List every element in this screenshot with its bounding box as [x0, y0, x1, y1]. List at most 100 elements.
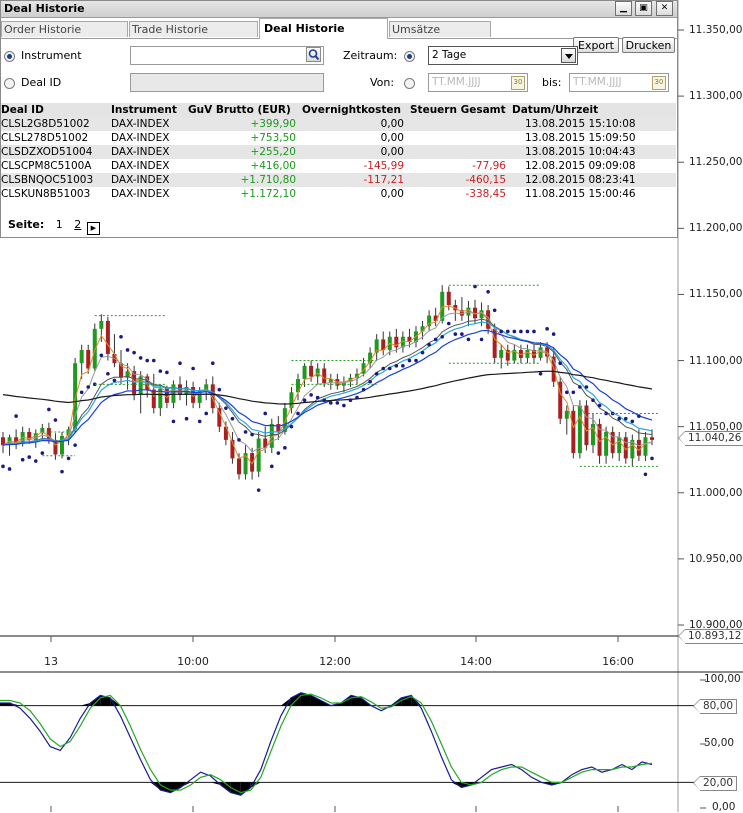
- sar-dot: [151, 358, 156, 363]
- bear-candle: [492, 328, 497, 358]
- table-header: Deal ID Instrument GuV Brutto (EUR) Over…: [1, 103, 676, 117]
- sar-dot: [348, 398, 353, 403]
- sar-dot: [178, 361, 182, 366]
- deal-id-radio[interactable]: [4, 78, 15, 89]
- column-header[interactable]: Datum/Uhrzeit: [512, 103, 676, 117]
- von-date-input[interactable]: TT.MM.JJJJ 30: [428, 73, 528, 92]
- bear-candle: [532, 349, 536, 358]
- instrument-cell: DAX-INDEX: [111, 173, 188, 187]
- column-header[interactable]: Overnightkosten: [302, 103, 410, 117]
- bis-label: bis:: [542, 76, 562, 89]
- sar-dot: [145, 358, 150, 363]
- print-button[interactable]: Drucken: [622, 37, 675, 53]
- zeitraum-value: 2 Tage: [432, 49, 467, 61]
- column-header[interactable]: GuV Brutto (EUR): [188, 103, 302, 117]
- zeitraum-radio[interactable]: [404, 51, 415, 62]
- bear-candle: [584, 405, 589, 446]
- bear-candle: [623, 437, 628, 459]
- bis-date-input[interactable]: TT.MM.JJJJ 30: [569, 73, 669, 92]
- bear-candle: [237, 458, 241, 475]
- sar-dot: [591, 398, 595, 403]
- sar-dot: [499, 329, 504, 334]
- datum-cell: 12.08.2015 08:23:41: [512, 173, 676, 187]
- page-1-link[interactable]: 1: [55, 218, 63, 231]
- column-header[interactable]: Steuern Gesamt: [410, 103, 512, 117]
- next-page-icon[interactable]: ▶: [86, 222, 100, 235]
- sar-dot: [466, 337, 471, 342]
- deal-id-input[interactable]: [130, 73, 324, 92]
- bear-candle: [230, 439, 235, 459]
- sar-dot: [263, 411, 268, 416]
- sar-dot: [283, 446, 287, 450]
- ma-black-line: [2, 370, 653, 405]
- bull-candle: [440, 291, 445, 321]
- bear-candle: [46, 427, 51, 440]
- price-tick-label: 10.950,00: [689, 552, 743, 565]
- table-row[interactable]: CLSKUN8B51003 DAX-INDEX +1.172,10 0,00 -338,…: [1, 187, 676, 201]
- ma-gray-line: [2, 311, 653, 453]
- bull-candle: [125, 371, 130, 378]
- sar-dot: [197, 419, 202, 424]
- sar-dot: [1, 464, 5, 469]
- column-header[interactable]: Deal ID: [1, 103, 111, 117]
- ma-orange-line: [2, 305, 653, 465]
- bear-candle: [407, 336, 412, 343]
- table-row[interactable]: CLSBNQOC51003 DAX-INDEX +1.710,80 -117,21 -4…: [1, 173, 676, 187]
- tab-deal-historie[interactable]: Deal Historie: [259, 18, 388, 39]
- instrument-search-button[interactable]: [306, 47, 321, 62]
- pager-label: Seite:: [8, 218, 45, 231]
- close-button[interactable]: ✕: [656, 1, 673, 16]
- sar-dot: [420, 350, 425, 355]
- panel-titlebar[interactable]: Deal Historie ▁ ▣ ✕: [1, 1, 677, 18]
- table-row[interactable]: CLSL2G8D51002 DAX-INDEX +399,90 0,00 13.08.2…: [1, 117, 676, 131]
- bull-candle: [499, 349, 504, 358]
- table-row[interactable]: CLSCPM8C5100A DAX-INDEX +416,00 -145,99 -77,…: [1, 159, 676, 173]
- sar-dot: [86, 385, 91, 389]
- sar-dot: [217, 387, 222, 392]
- calendar-icon[interactable]: 30: [652, 76, 666, 90]
- maximize-button[interactable]: ▣: [635, 1, 652, 16]
- column-header[interactable]: Instrument: [111, 103, 188, 117]
- table-row[interactable]: CLSDZXOD51004 DAX-INDEX +255,20 0,00 13.08.2…: [1, 145, 676, 159]
- deal-id-cell: CLSL2G8D51002: [1, 117, 111, 131]
- chevron-down-icon[interactable]: [561, 48, 576, 63]
- instrument-input[interactable]: [130, 46, 324, 65]
- tab-trade-historie[interactable]: Trade Historie: [129, 21, 258, 37]
- price-tick-label: 11.300,00: [689, 90, 743, 103]
- sar-dot: [368, 379, 372, 384]
- table-row[interactable]: CLSL278D51002 DAX-INDEX +753,50 0,00 13.08.2…: [1, 131, 676, 145]
- bear-candle: [250, 453, 255, 472]
- bull-candle: [289, 392, 294, 409]
- sar-dot: [564, 390, 569, 395]
- calendar-icon[interactable]: 30: [511, 76, 525, 90]
- sar-dot: [643, 472, 648, 477]
- bear-candle: [473, 307, 477, 319]
- sar-dot: [7, 467, 12, 471]
- instrument-radio[interactable]: [4, 51, 15, 62]
- price-tick-label: 11.150,00: [689, 288, 743, 301]
- tab-order-historie[interactable]: Order Historie: [1, 21, 128, 37]
- bear-candle: [1, 437, 5, 446]
- sar-dot: [446, 321, 451, 326]
- export-button[interactable]: Export: [573, 37, 619, 53]
- zeitraum-select[interactable]: 2 Tage: [428, 46, 578, 65]
- guv-cell: +416,00: [250, 160, 296, 172]
- steuern-cell: [410, 145, 512, 159]
- bull-candle: [40, 427, 45, 434]
- tab-umsaetze[interactable]: Umsätze: [389, 21, 491, 37]
- current-price-tag: 11.040,26: [677, 431, 743, 446]
- bull-candle: [302, 365, 307, 380]
- guv-cell: +753,50: [250, 132, 296, 144]
- minimize-button[interactable]: ▁: [615, 1, 632, 16]
- bear-candle: [223, 426, 228, 440]
- sar-dot: [132, 350, 136, 355]
- sar-dot: [302, 398, 307, 403]
- sar-dot: [374, 371, 379, 376]
- price-tick-label: 11.050,00: [689, 420, 743, 433]
- bull-candle: [374, 339, 379, 353]
- page-2-link[interactable]: 2: [74, 218, 82, 231]
- sar-dot: [486, 290, 490, 294]
- tab-label: Trade Historie: [132, 23, 209, 36]
- von-radio[interactable]: [404, 78, 415, 89]
